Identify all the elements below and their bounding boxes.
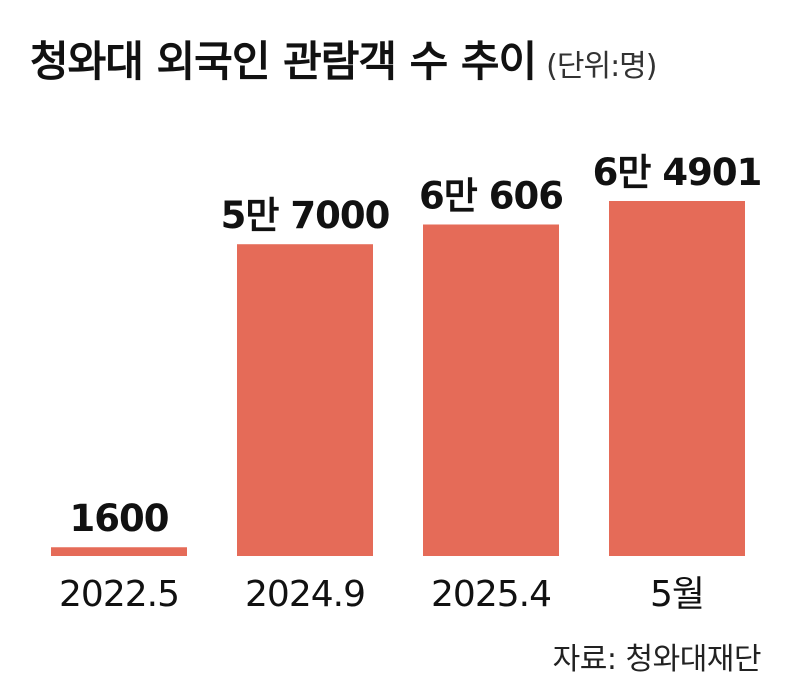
title-row: 청와대 외국인 관람객 수 추이 (단위:명) xyxy=(30,28,658,89)
source-note: 자료: 청와대재단 xyxy=(552,642,762,677)
data-label-1: 5만 7000 xyxy=(221,194,390,237)
category-label-3: 5월 xyxy=(650,574,704,615)
bar-0 xyxy=(51,547,187,556)
bar-2 xyxy=(423,224,559,556)
chart-title: 청와대 외국인 관람객 수 추이 xyxy=(30,37,537,86)
data-label-3: 6만 4901 xyxy=(593,151,762,194)
category-label-0: 2022.5 xyxy=(59,574,179,615)
category-label-2: 2025.4 xyxy=(431,574,551,615)
unit-label: (단위:명) xyxy=(546,49,657,84)
bar-1 xyxy=(237,244,373,556)
category-label-1: 2024.9 xyxy=(245,574,365,615)
data-label-0: 1600 xyxy=(70,497,169,540)
data-label-2: 6만 606 xyxy=(419,174,563,217)
bar-3 xyxy=(609,201,745,556)
